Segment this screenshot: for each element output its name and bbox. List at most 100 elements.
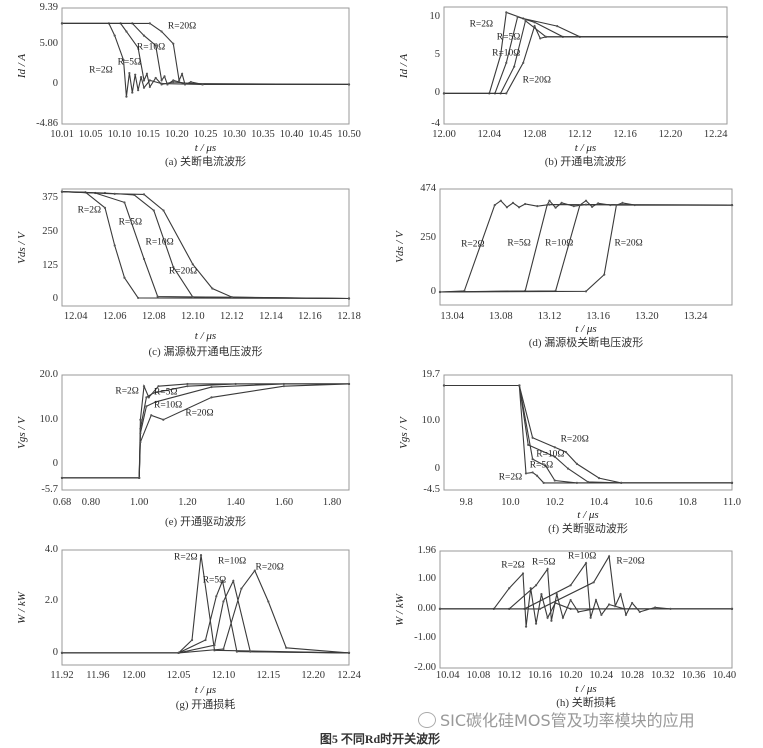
data-point [177, 651, 180, 655]
data-point [137, 89, 140, 92]
data-point [569, 584, 572, 587]
series-line-20ohm [62, 569, 350, 654]
data-point [60, 651, 64, 655]
data-point [125, 30, 128, 33]
data-point [347, 83, 351, 86]
series-annotation: R=2Ω [501, 560, 525, 571]
series-annotation: R=5Ω [153, 387, 178, 398]
x-tick-label: 13.08 [489, 311, 513, 322]
x-tick-label: 1.00 [129, 497, 149, 508]
data-point [145, 396, 148, 399]
series-annotation: R=10Ω [145, 237, 174, 248]
data-point [730, 481, 734, 484]
x-tick-label: 10.36 [681, 670, 706, 681]
data-point [442, 384, 446, 387]
data-point [542, 481, 545, 484]
data-point [123, 201, 126, 204]
figure-caption: 图5 不同Rd时开关波形 [319, 732, 441, 746]
series-line-10ohm [62, 22, 350, 86]
series-line-5ohm [62, 22, 349, 89]
y-axis-label: W / kW [394, 593, 406, 626]
series-line-10ohm [62, 579, 350, 654]
data-point [560, 201, 563, 205]
x-tick-label: 10.08 [466, 670, 491, 681]
data-point [183, 83, 187, 86]
data-point [544, 35, 547, 38]
data-point [725, 35, 729, 38]
data-point [592, 581, 595, 584]
data-point [544, 35, 547, 38]
data-point [556, 25, 559, 28]
data-point [142, 257, 146, 261]
series-annotation: R=20Ω [167, 21, 197, 32]
data-point [730, 203, 734, 207]
series-line-20ohm [62, 22, 349, 86]
x-tick-label: 10.16 [528, 670, 552, 681]
series-line-20ohm [444, 384, 732, 484]
data-point [134, 73, 137, 76]
series-line-2ohm [439, 199, 733, 293]
series-line-2ohm [62, 383, 349, 479]
x-tick-label: 13.04 [440, 311, 464, 322]
data-point [493, 92, 497, 95]
data-point [575, 481, 579, 484]
data-point [60, 476, 64, 480]
data-point [60, 476, 64, 480]
data-point [139, 441, 142, 444]
y-tick-label: 9.39 [39, 2, 58, 13]
x-tick-label: 12.00 [121, 670, 146, 681]
data-point [172, 79, 175, 82]
data-point [553, 479, 556, 482]
y-tick-label: -2.00 [414, 662, 436, 673]
data-point [201, 83, 204, 86]
y-tick-label: 125 [42, 259, 58, 271]
data-point [60, 22, 64, 25]
series-line-20ohm [444, 24, 727, 94]
data-point [232, 579, 235, 582]
data-point [584, 199, 588, 202]
y-tick-label: -1.00 [414, 632, 436, 644]
data-point [623, 607, 626, 611]
data-point [60, 190, 64, 193]
y-axis-label: Id / A [16, 53, 28, 79]
data-point [154, 44, 157, 47]
series-annotation: R=10Ω [545, 237, 574, 248]
data-point [347, 297, 351, 300]
data-point [84, 191, 87, 194]
series-line-2ohm [444, 11, 727, 94]
data-point [157, 385, 160, 388]
data-point [624, 613, 628, 616]
x-tick-label: 12.14 [259, 311, 283, 322]
x-tick-label: 12.04 [63, 311, 88, 322]
data-point [603, 273, 606, 276]
data-point [137, 46, 140, 49]
data-point [347, 382, 351, 386]
y-tick-label: 250 [42, 226, 58, 238]
data-point [60, 190, 64, 193]
x-tick-label: 12.06 [102, 311, 127, 322]
data-point [177, 651, 180, 655]
data-point [730, 203, 734, 207]
x-tick-label: 10.32 [651, 670, 675, 681]
data-point [488, 92, 491, 95]
data-point [524, 19, 527, 22]
data-point [561, 616, 565, 619]
y-axis-label: Vgs / V [16, 416, 28, 449]
series-line-20ohm [62, 383, 350, 479]
data-point [152, 391, 155, 394]
x-tick-label: 10.28 [620, 670, 644, 681]
series-line-5ohm [62, 578, 350, 654]
y-axis-label: Vgs / V [398, 416, 410, 449]
series-annotation: R=20Ω [168, 266, 198, 277]
data-point [730, 481, 734, 484]
series-annotation: R=5Ω [531, 557, 556, 568]
data-point [600, 613, 603, 616]
series-line-5ohm [444, 16, 727, 94]
data-point [544, 465, 548, 468]
data-point [172, 80, 175, 84]
data-point [347, 651, 351, 655]
plot-frame [439, 188, 733, 306]
